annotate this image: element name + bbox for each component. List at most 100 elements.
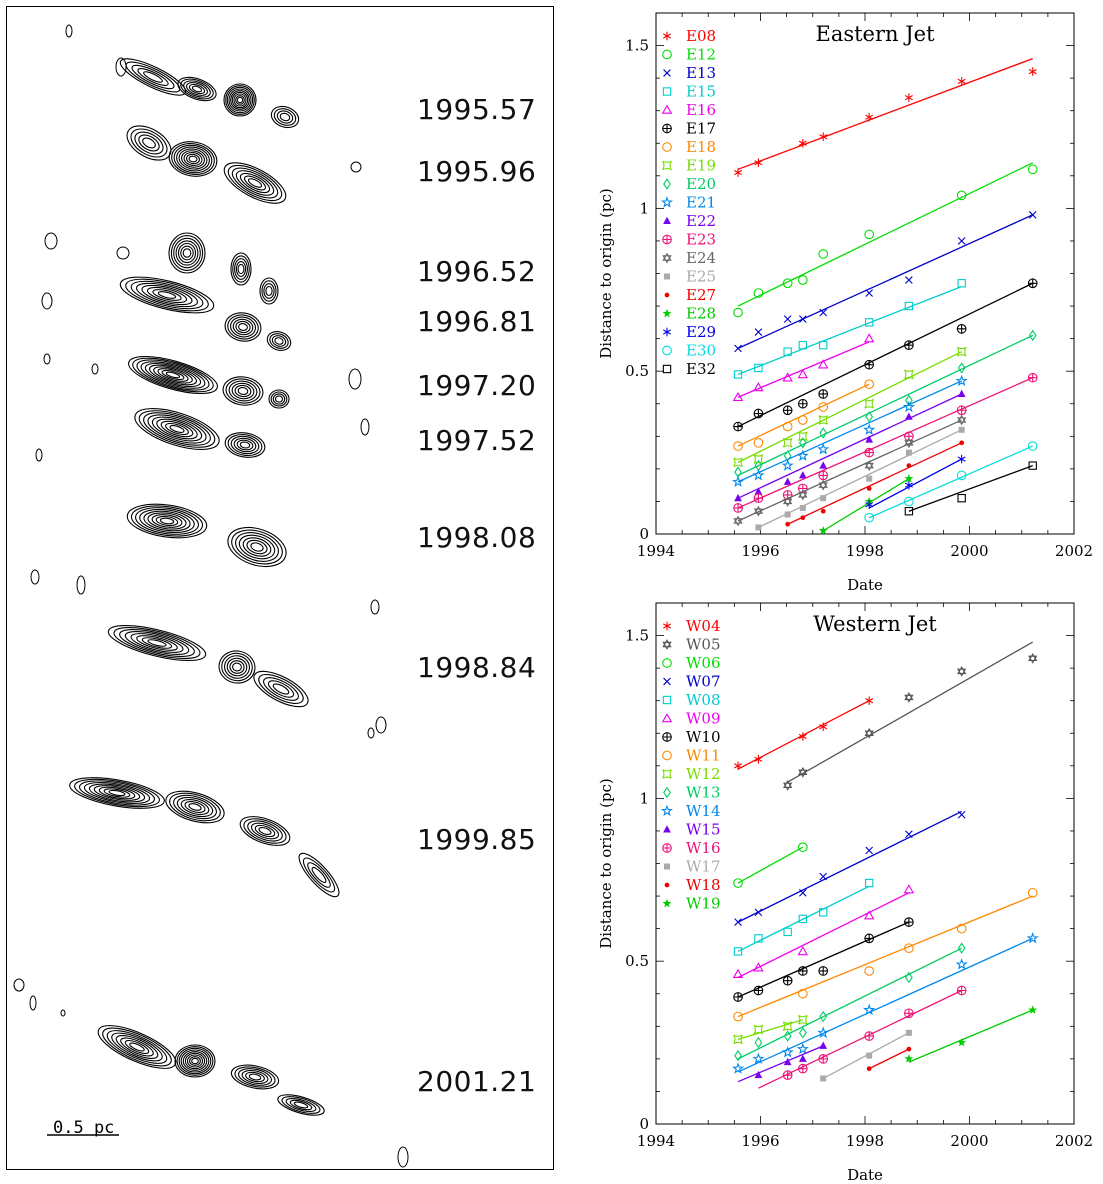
west-fit-line — [822, 1032, 910, 1079]
east-data-point — [753, 288, 764, 298]
east-data-point — [866, 486, 872, 491]
east-series-e30 — [864, 441, 1038, 523]
west-legend-entry: W18 — [664, 876, 721, 894]
west-legend-label: W11 — [686, 747, 721, 765]
east-series-e25 — [755, 426, 965, 531]
contour-component — [168, 232, 206, 274]
west-series-w10 — [733, 917, 914, 1002]
west-data-point — [819, 722, 828, 732]
epoch-label-4: 1996.81 — [417, 305, 537, 338]
contour-component — [223, 83, 257, 117]
east-data-point — [782, 372, 793, 382]
west-legend-label: W15 — [686, 821, 721, 839]
contour-component — [168, 141, 218, 177]
contour-group-epoch-8 — [107, 624, 309, 708]
east-fit-line — [868, 458, 962, 509]
west-data-point — [733, 947, 743, 956]
east-data-point — [865, 112, 874, 122]
west-data-point — [753, 985, 764, 996]
contour-component — [277, 1094, 325, 1116]
noise-contour — [35, 448, 43, 462]
east-data-point — [783, 477, 792, 485]
east-legend-label: E18 — [686, 138, 716, 156]
contour-component — [97, 1025, 177, 1069]
west-data-point — [734, 1049, 742, 1062]
east-data-point — [1028, 329, 1037, 342]
east-legend-entry: E30 — [662, 342, 716, 360]
east-data-point — [731, 475, 745, 488]
contour-component — [270, 105, 300, 129]
noise-contour — [91, 363, 99, 375]
east-xtick-label: 2002 — [1055, 542, 1093, 560]
east-data-point — [781, 459, 794, 471]
east-data-point — [782, 421, 793, 432]
east-data-point — [866, 475, 873, 482]
east-data-point — [865, 411, 874, 423]
west-data-point — [798, 1015, 808, 1025]
west-data-point — [957, 810, 966, 819]
east-data-point — [864, 359, 875, 370]
east-data-point — [753, 437, 764, 448]
west-xtick-label: 1996 — [741, 1132, 779, 1150]
west-fit-line — [758, 989, 962, 1089]
contour-component — [126, 503, 208, 539]
west-fit-line — [737, 895, 1033, 1018]
east-data-point — [905, 412, 913, 420]
east-fit-line — [737, 377, 1033, 509]
contour-component — [239, 816, 291, 846]
east-ytick-label: 0.5 — [625, 362, 649, 380]
east-data-point — [797, 398, 808, 409]
east-fit-line — [737, 393, 962, 499]
noise-contour — [30, 569, 40, 585]
noise-contour — [348, 368, 362, 390]
west-data-point — [798, 766, 808, 778]
noise-contours — [13, 24, 409, 1168]
west-data-point — [798, 732, 807, 741]
east-data-point — [956, 414, 967, 426]
west-data-point — [797, 946, 809, 956]
east-series-e23 — [733, 372, 1038, 513]
west-data-point — [733, 1011, 743, 1022]
east-data-point — [902, 400, 915, 413]
east-fit-line — [787, 442, 962, 525]
east-data-point — [798, 471, 807, 479]
west-data-point — [754, 1036, 763, 1049]
east-legend-label: E27 — [686, 286, 716, 304]
west-legend-entry: W14 — [660, 802, 721, 820]
west-data-point — [957, 942, 966, 954]
east-data-point — [865, 435, 874, 443]
east-data-point — [733, 307, 743, 318]
west-fit-line — [737, 1019, 804, 1040]
contour-component — [224, 432, 266, 458]
noise-contour — [115, 57, 127, 77]
west-data-point — [796, 1042, 809, 1055]
east-legend-label: E30 — [686, 342, 716, 360]
contour-component — [224, 312, 262, 342]
east-data-point — [783, 315, 792, 323]
west-legend-entry: W07 — [663, 673, 721, 691]
east-chart-title: Eastern Jet — [815, 22, 935, 46]
west-xtick-label: 2002 — [1055, 1132, 1093, 1150]
west-x-axis-label: Date — [847, 1166, 883, 1184]
east-legend-label: E20 — [686, 175, 716, 193]
contour-group-epoch-3 — [168, 232, 279, 305]
noise-contour — [76, 575, 86, 595]
west-data-point — [753, 962, 764, 972]
west-chart-title: Western Jet — [813, 612, 937, 636]
contour-component — [230, 1064, 280, 1090]
west-legend-entry: W11 — [662, 747, 721, 765]
west-legend-label: W17 — [686, 858, 721, 876]
east-legend-entry: E16 — [661, 101, 716, 119]
west-data-point — [904, 1054, 914, 1063]
contour-component — [298, 852, 340, 898]
east-legend-label: E16 — [686, 101, 716, 119]
east-data-point — [1028, 211, 1037, 219]
contour-component — [177, 76, 217, 102]
west-data-point — [752, 1052, 765, 1065]
east-fit-line — [737, 380, 962, 483]
east-series-e13 — [734, 211, 1037, 353]
east-data-point — [865, 500, 874, 509]
east-ytick-label: 1 — [639, 199, 649, 217]
contour-component — [253, 670, 309, 708]
east-series-e08 — [734, 57, 1037, 177]
